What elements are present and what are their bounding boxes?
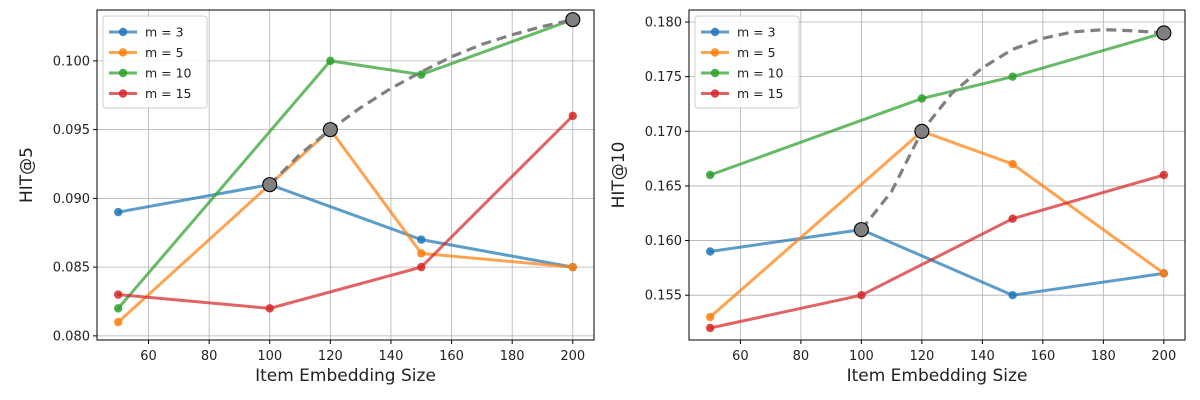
best-point-marker <box>1156 25 1172 41</box>
data-point <box>326 56 335 66</box>
best-point-marker <box>914 123 930 139</box>
y-tick-label: 0.085 <box>53 261 90 276</box>
x-tick-label: 200 <box>1151 349 1176 364</box>
x-tick-label: 120 <box>318 349 343 364</box>
legend-label: m = 3 <box>145 25 184 40</box>
x-tick-label: 80 <box>201 349 218 364</box>
x-tick-label: 200 <box>560 349 585 364</box>
data-point <box>114 317 123 327</box>
y-tick-label: 0.155 <box>645 289 682 304</box>
data-point <box>705 170 715 180</box>
x-axis-label: Item Embedding Size <box>847 366 1028 386</box>
legend-marker <box>710 89 720 98</box>
data-point <box>114 207 123 217</box>
series-line <box>116 183 575 269</box>
x-tick-label: 160 <box>1030 349 1055 364</box>
data-point <box>705 323 715 333</box>
best-point-marker <box>262 177 278 193</box>
y-tick-label: 0.180 <box>645 16 682 31</box>
y-tick-label: 0.100 <box>53 54 90 69</box>
x-tick-label: 180 <box>1091 349 1116 364</box>
legend-box <box>102 15 208 109</box>
x-tick-label: 100 <box>257 349 282 364</box>
legend-label: m = 10 <box>737 66 784 81</box>
series-line <box>708 173 1166 330</box>
y-tick-label: 0.080 <box>53 329 90 344</box>
best-point-marker <box>565 12 581 28</box>
y-tick-label: 0.170 <box>645 125 682 140</box>
data-point <box>568 111 577 121</box>
y-tick-label: 0.175 <box>645 70 682 85</box>
x-axis-label: Item Embedding Size <box>255 366 436 386</box>
data-point <box>1159 269 1169 278</box>
series-line <box>708 228 1166 297</box>
x-tick-label: 140 <box>970 349 995 364</box>
data-point <box>114 290 123 299</box>
y-tick-label: 0.165 <box>645 179 682 194</box>
data-point <box>917 94 927 103</box>
data-point <box>857 290 866 300</box>
data-point <box>417 70 426 79</box>
chart-panel-hit5: 60 80 100 120 140 160 180 200 0.080 0.085 0.090 0.0… <box>17 9 595 386</box>
y-tick-label: 0.160 <box>645 234 682 249</box>
y-tick-label: 0.090 <box>53 192 90 207</box>
data-point <box>417 262 426 272</box>
y-tick-label: 0.095 <box>53 123 90 138</box>
legend-box <box>694 15 800 109</box>
best-trend-line <box>268 18 574 186</box>
x-tick-label: 100 <box>849 349 874 364</box>
best-point-marker <box>853 222 869 238</box>
legend-label: m = 15 <box>737 86 784 101</box>
series-line <box>116 114 575 310</box>
legend-label: m = 5 <box>145 45 184 60</box>
legend-label: m = 5 <box>737 45 776 60</box>
x-tick-label: 80 <box>793 349 810 364</box>
legend-marker <box>118 27 128 37</box>
legend-marker <box>710 68 720 78</box>
legend-label: m = 10 <box>145 66 192 81</box>
legend-marker <box>118 48 128 57</box>
series-line <box>708 31 1166 177</box>
data-point <box>265 304 274 313</box>
series-line <box>116 128 575 324</box>
data-point <box>417 249 426 258</box>
x-tick-label: 140 <box>379 349 404 364</box>
x-tick-label: 120 <box>909 349 934 364</box>
legend-label: m = 15 <box>145 86 192 101</box>
legend-marker <box>710 27 720 37</box>
x-tick-label: 160 <box>439 349 464 364</box>
best-trend-line <box>860 28 1164 231</box>
plot-frame <box>688 9 1186 341</box>
data-point <box>114 304 123 313</box>
y-axis-label: HIT@5 <box>17 147 37 203</box>
data-point <box>705 247 715 256</box>
legend: m = 3 m = 5 m = 10 m = 15 <box>102 15 208 109</box>
x-tick-label: 60 <box>732 349 749 364</box>
x-tick-label: 60 <box>140 349 157 364</box>
chart-panel-hit10: 60 80 100 120 140 160 180 200 0.155 0.160 0.165 0.1… <box>609 9 1186 386</box>
data-point <box>1008 290 1017 300</box>
legend-marker <box>118 68 128 78</box>
best-point-marker <box>322 122 338 138</box>
data-point <box>1008 72 1017 81</box>
plot-frame <box>96 9 595 341</box>
data-point <box>1159 170 1169 180</box>
legend: m = 3 m = 5 m = 10 m = 15 <box>694 15 800 109</box>
legend-label: m = 3 <box>737 25 776 40</box>
data-point <box>705 312 715 322</box>
data-point <box>568 262 577 272</box>
data-point <box>1008 159 1017 169</box>
y-axis-label: HIT@10 <box>609 142 629 209</box>
data-point <box>417 235 426 244</box>
series-line <box>708 129 1166 319</box>
legend-marker <box>710 48 720 57</box>
legend-marker <box>118 89 128 98</box>
x-tick-label: 180 <box>500 349 525 364</box>
data-point <box>1008 214 1017 223</box>
series-line <box>116 18 575 310</box>
